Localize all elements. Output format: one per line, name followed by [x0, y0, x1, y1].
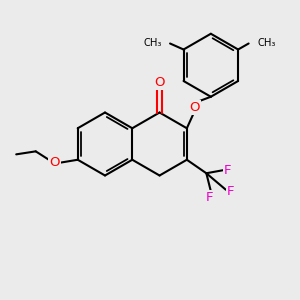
Text: O: O: [154, 76, 165, 89]
Text: F: F: [227, 185, 235, 198]
Text: F: F: [206, 191, 213, 204]
Text: CH₃: CH₃: [257, 38, 275, 48]
Text: F: F: [224, 164, 232, 177]
Text: O: O: [190, 101, 200, 114]
Text: O: O: [50, 156, 60, 169]
Text: CH₃: CH₃: [143, 38, 162, 48]
